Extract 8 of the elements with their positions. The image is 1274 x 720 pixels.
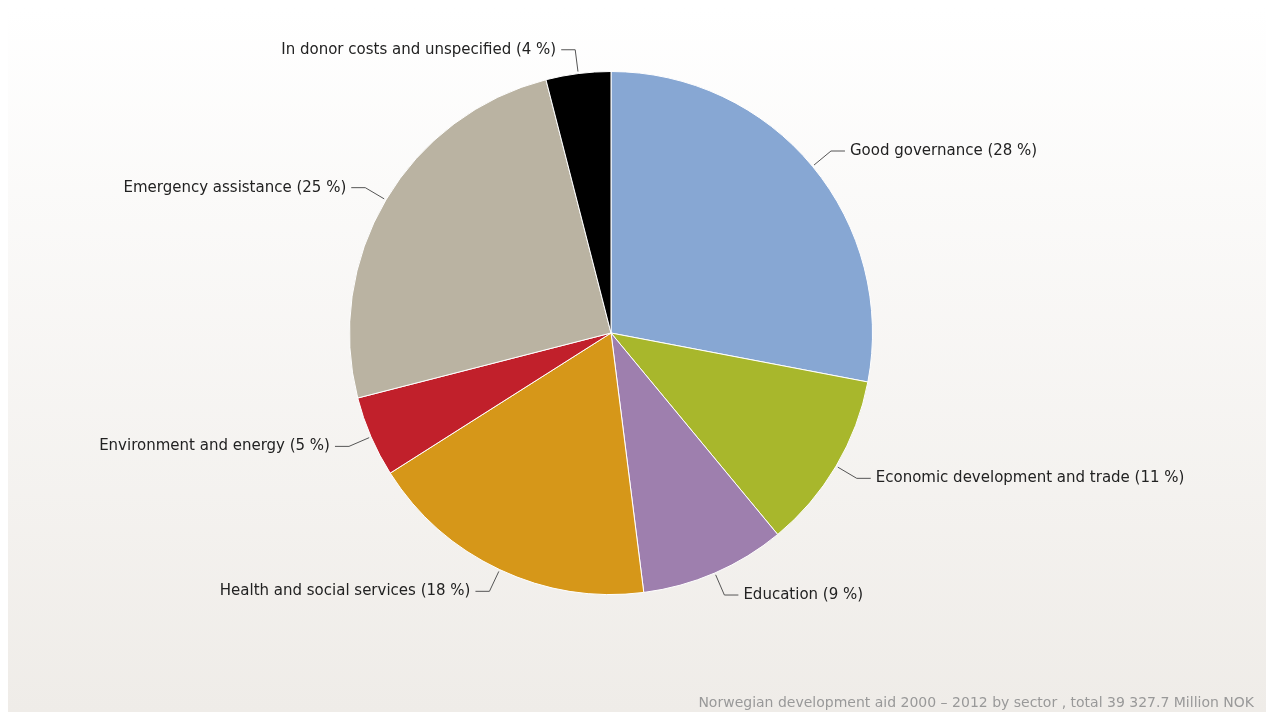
text: Norwegian development aid 2000 – 2012 by sector , total 39 327.7 Million NOK	[698, 694, 1254, 710]
slice-label: Economic development and trade (11 %)	[875, 468, 1185, 487]
slice-label: In donor costs and unspecified (4 %)	[281, 39, 557, 58]
slice-label: Education (9 %)	[743, 584, 864, 603]
slice-label: Good governance (28 %)	[849, 140, 1038, 159]
slice-label: Emergency assistance (25 %)	[123, 177, 347, 196]
slice-label: Environment and energy (5 %)	[99, 436, 330, 455]
slice-label: Health and social services (18 %)	[219, 581, 471, 600]
